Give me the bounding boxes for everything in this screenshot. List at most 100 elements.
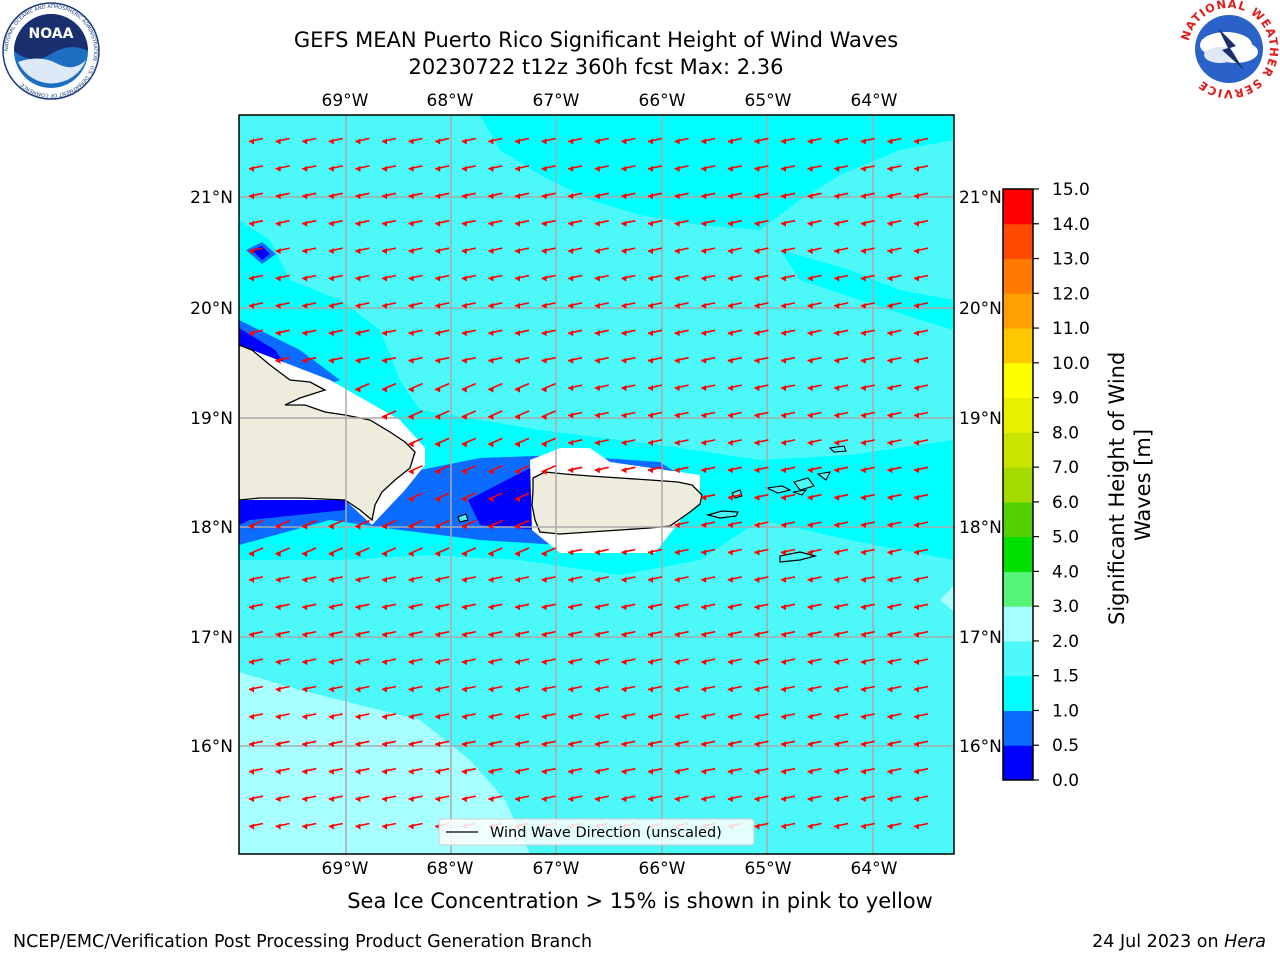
wave-arrow-head: [275, 551, 281, 557]
wave-arrow-head: [781, 631, 786, 638]
wave-arrow-head: [488, 768, 494, 775]
wave-arrow-head: [488, 220, 494, 227]
wave-arrow-head: [914, 412, 919, 419]
wave-arrow-head: [594, 220, 600, 227]
wave-arrow-head: [914, 193, 919, 200]
wave-arrow-head: [701, 631, 707, 638]
wave-arrow-head: [754, 522, 760, 529]
wave-arrow-head: [568, 412, 574, 419]
wave-arrow-head: [461, 441, 467, 448]
wave-arrow-head: [435, 302, 441, 309]
wave-arrow-head: [461, 220, 467, 227]
wave-arrow-head: [249, 576, 254, 583]
wave-arrow-head: [355, 576, 361, 583]
wave-arrow-head: [648, 604, 653, 611]
wave-arrow-head: [488, 741, 494, 748]
wave-arrow-head: [355, 659, 361, 666]
wave-arrow-head: [860, 357, 866, 364]
wave-arrow-head: [701, 467, 707, 474]
wave-arrow-head: [355, 768, 361, 775]
wave-arrow-head: [860, 138, 866, 145]
colorbar-segment: [1003, 640, 1033, 677]
wave-arrow-head: [754, 385, 760, 392]
noaa-wordmark: NOAA: [29, 26, 74, 42]
wave-arrow-head: [435, 357, 441, 364]
wave-arrow-head: [701, 412, 707, 419]
colorbar-tick-label: 0.0: [1052, 771, 1079, 791]
wave-arrow-head: [727, 713, 733, 720]
wave-arrow-head: [621, 220, 627, 227]
wave-arrow-head: [488, 414, 494, 420]
wave-arrow-head: [807, 193, 813, 200]
wave-arrow-head: [275, 768, 281, 775]
wave-arrow-head: [914, 439, 919, 446]
wave-direction-arrows: [248, 137, 929, 830]
wave-arrow-head: [461, 330, 467, 337]
wave-arrow-head: [860, 823, 866, 830]
wave-arrow-head: [701, 165, 707, 172]
wave-arrow-head: [887, 385, 893, 392]
wave-field-mid: [780, 250, 954, 330]
wave-arrow-head: [488, 551, 494, 557]
chart-title: GEFS MEAN Puerto Rico Significant Height…: [293, 28, 899, 52]
wave-arrow-head: [701, 522, 707, 529]
wave-arrow-head: [781, 686, 786, 693]
wave-arrow-head: [435, 138, 441, 145]
wave-arrow-head: [621, 412, 627, 419]
wave-arrow-head: [727, 686, 733, 693]
wave-arrow-head: [382, 713, 387, 720]
sea-ice-note: Sea Ice Concentration > 15% is shown in …: [347, 889, 933, 913]
wave-arrow-head: [408, 468, 414, 475]
wave-arrow-head: [727, 138, 733, 145]
colorbar-segment: [1003, 397, 1033, 433]
lat-label-right: 19°N: [959, 409, 1002, 429]
wave-arrow-head: [275, 796, 281, 803]
wave-arrow-head: [541, 576, 547, 583]
wave-arrow-head: [860, 385, 866, 392]
wave-arrow-head: [408, 414, 414, 420]
vieques-island: [705, 510, 739, 519]
colorbar-tick-label: 6.0: [1052, 493, 1079, 513]
wave-arrow-head: [435, 275, 441, 282]
wave-arrow-head: [860, 713, 866, 720]
lat-label-left: 19°N: [190, 409, 233, 429]
wave-arrow-head: [488, 357, 494, 364]
wave-arrow-head: [807, 549, 813, 556]
wave-arrow-head: [302, 741, 308, 748]
wave-arrow-head: [355, 330, 361, 337]
wave-arrow-head: [621, 768, 627, 775]
wave-arrow-head: [834, 193, 840, 200]
wave-arrow-head: [674, 412, 680, 419]
lat-label-left: 20°N: [190, 299, 233, 319]
wave-arrow-head: [302, 796, 308, 803]
wave-arrow-head: [328, 631, 334, 638]
wave-arrow-head: [594, 138, 600, 145]
wave-arrow-head: [461, 275, 467, 282]
wave-arrow-head: [807, 330, 813, 337]
wave-arrow-head: [914, 494, 919, 501]
colorbar-tick-label: 10.0: [1052, 354, 1090, 374]
wave-arrow-head: [355, 357, 361, 364]
wave-field-mid: [480, 115, 954, 230]
wave-arrow-head: [807, 248, 813, 255]
wave-arrow-head: [860, 165, 866, 172]
wave-arrow-head: [408, 631, 414, 638]
wave-arrow-head: [302, 713, 308, 720]
wave-arrow-head: [355, 523, 361, 530]
wave-arrow-head: [541, 768, 547, 775]
wave-arrow-head: [594, 604, 600, 611]
wave-arrow-head: [382, 551, 387, 557]
wave-field-high: [239, 672, 530, 854]
wave-arrow-head: [355, 796, 361, 803]
wave-arrow-head: [834, 576, 840, 583]
wave-arrow-head: [249, 796, 254, 803]
wave-arrow-head: [435, 659, 441, 666]
wave-arrow-head: [328, 604, 334, 611]
wave-arrow-head: [674, 549, 680, 556]
wave-arrow-head: [515, 796, 520, 803]
wave-arrow-head: [727, 439, 733, 446]
wave-arrow-head: [249, 248, 254, 255]
wave-arrow-head: [382, 165, 387, 172]
wave-arrow-head: [807, 713, 813, 720]
wave-arrow-head: [275, 165, 281, 172]
